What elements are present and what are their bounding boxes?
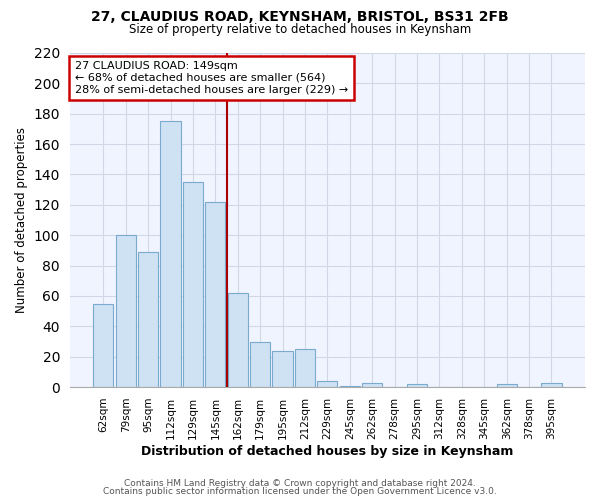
Bar bbox=[205, 202, 226, 387]
Text: 27 CLAUDIUS ROAD: 149sqm
← 68% of detached houses are smaller (564)
28% of semi-: 27 CLAUDIUS ROAD: 149sqm ← 68% of detach… bbox=[75, 62, 348, 94]
Bar bbox=[93, 304, 113, 387]
Bar bbox=[317, 381, 337, 387]
Bar bbox=[340, 386, 360, 387]
Bar bbox=[362, 382, 382, 387]
Bar bbox=[407, 384, 427, 387]
Bar bbox=[295, 349, 315, 387]
Bar bbox=[116, 235, 136, 387]
Text: Contains public sector information licensed under the Open Government Licence v3: Contains public sector information licen… bbox=[103, 487, 497, 496]
Bar bbox=[541, 382, 562, 387]
Text: Contains HM Land Registry data © Crown copyright and database right 2024.: Contains HM Land Registry data © Crown c… bbox=[124, 478, 476, 488]
Y-axis label: Number of detached properties: Number of detached properties bbox=[15, 127, 28, 313]
Bar bbox=[250, 342, 270, 387]
Bar bbox=[160, 122, 181, 387]
Bar bbox=[227, 293, 248, 387]
Text: 27, CLAUDIUS ROAD, KEYNSHAM, BRISTOL, BS31 2FB: 27, CLAUDIUS ROAD, KEYNSHAM, BRISTOL, BS… bbox=[91, 10, 509, 24]
Bar bbox=[183, 182, 203, 387]
X-axis label: Distribution of detached houses by size in Keynsham: Distribution of detached houses by size … bbox=[141, 444, 514, 458]
Bar bbox=[497, 384, 517, 387]
Text: Size of property relative to detached houses in Keynsham: Size of property relative to detached ho… bbox=[129, 22, 471, 36]
Bar bbox=[272, 350, 293, 387]
Bar bbox=[138, 252, 158, 387]
